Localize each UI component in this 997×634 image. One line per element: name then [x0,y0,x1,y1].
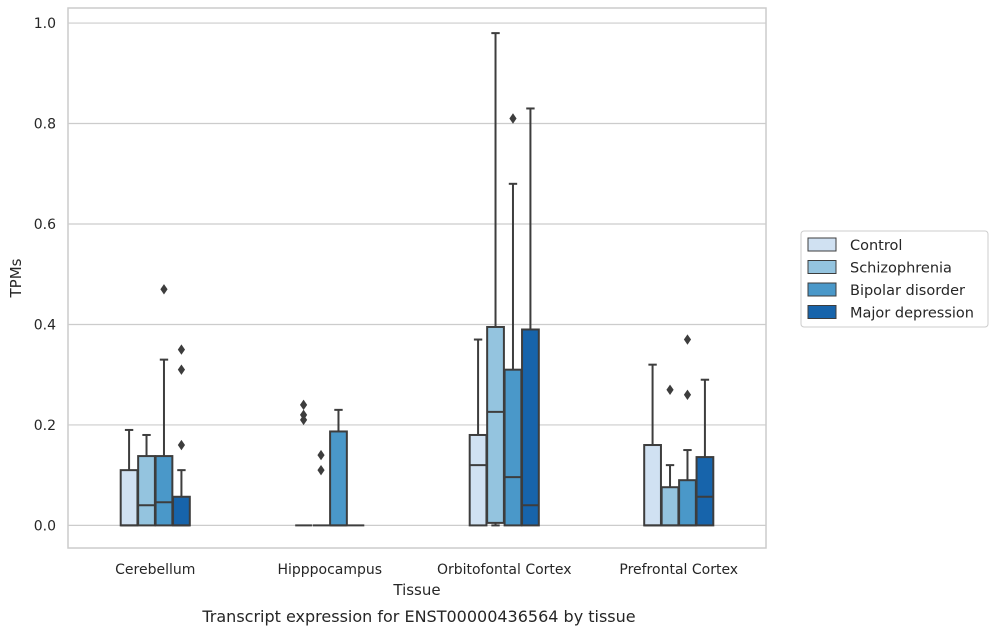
box-body [503,368,523,527]
y-axis-title: TPMs [7,258,25,298]
box-0-2 [468,338,488,527]
outlier-point [317,449,325,461]
x-tick-label: Prefrontal Cortex [619,562,738,578]
plot-frame [67,7,767,549]
x-tick-label: Cerebellum [115,562,195,578]
y-tick-label: 0.8 [34,117,56,133]
box-body [119,469,139,527]
y-tick-label: 0.6 [34,217,56,233]
outlier-point [509,113,517,124]
outlier-point [177,439,186,451]
legend-swatch [807,282,837,297]
y-tick-label: 0.0 [34,518,56,534]
box-1-0 [137,433,156,527]
box-body [468,433,488,527]
box-1-2 [486,32,505,527]
outlier-point [683,334,692,345]
outlier-point [299,414,308,426]
outlier-point [683,389,692,400]
box-0-3 [643,363,662,527]
box-body [521,328,540,527]
legend-label: Bipolar disorder [850,283,965,299]
box-1-1 [312,449,330,527]
chart-caption: Transcript expression for ENST0000043656… [201,607,635,626]
box-3-0 [172,344,191,527]
box-2-2 [503,113,523,527]
box-2-1 [329,408,348,527]
legend-label: Control [850,238,902,254]
box-body [486,325,505,524]
legend-swatch [807,260,837,274]
legend-swatch [807,305,837,319]
legend: Control Schizophrenia Bipolar disorder Majo… [800,230,989,328]
outlier-point [177,344,186,355]
x-tick-label: Orbitofontal Cortex [437,562,572,578]
box-body [137,455,156,527]
outlier-point [317,464,325,476]
box-2-3 [678,334,697,527]
box-body [154,455,174,527]
legend-frame [800,230,989,328]
box-2-0 [154,284,174,527]
legend-label: Major depression [850,306,974,322]
y-tick-label: 0.4 [34,317,56,333]
box-body [172,495,191,527]
box-3-3 [695,378,715,527]
outlier-point [160,284,168,295]
box-body [660,486,680,527]
box-body [695,456,715,527]
box-body [678,479,697,527]
outlier-point [299,399,308,411]
box-1-3 [660,384,680,527]
x-tick-label: Hipppocampus [277,562,382,578]
y-axis-ticks: 0.0 0.2 0.4 0.6 0.8 1.0 [34,16,56,534]
y-tick-label: 1.0 [34,16,56,32]
box-plot-marks [119,32,715,527]
box-3-2 [521,107,540,527]
box-body [643,444,662,527]
legend-label: Schizophrenia [850,261,952,277]
y-tick-label: 0.2 [34,418,56,434]
box-0-1 [295,399,312,527]
outlier-point [177,364,186,375]
box-body [329,430,348,527]
outlier-point [666,384,674,395]
legend-swatch [807,237,837,252]
x-axis-ticks: Cerebellum Hipppocampus Orbitofontal Corte… [115,562,738,578]
x-axis-title: Tissue [392,581,440,599]
box-0-0 [119,428,139,527]
